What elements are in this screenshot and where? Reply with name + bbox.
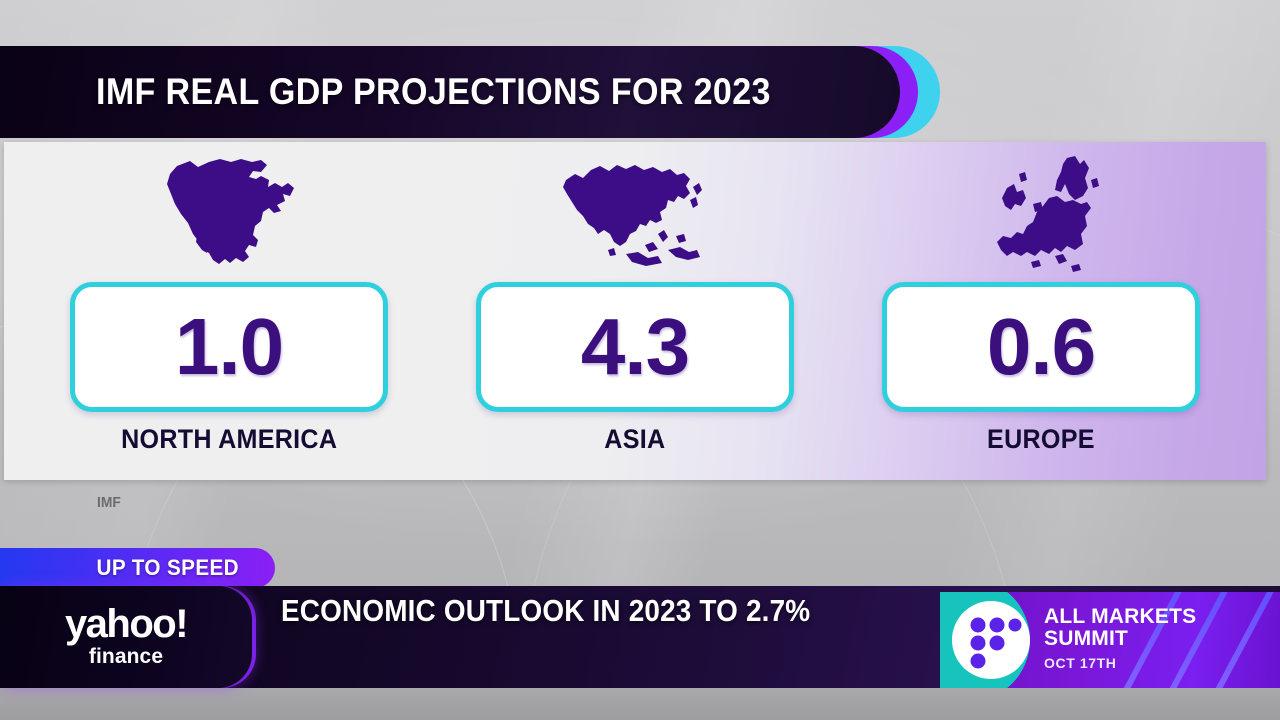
promo-date: OCT 17TH [1044,655,1117,672]
value-card-asia: 4.3 [476,282,794,412]
network-logo: yahoo! finance [0,586,252,688]
europe-map-icon [971,150,1111,278]
region-card-europe: 0.6 EUROPE [876,150,1206,455]
value-europe: 0.6 [986,302,1096,391]
promo-line-1: ALL MARKETS [1044,605,1197,628]
region-label-europe: EUROPE [987,424,1095,454]
segment-banner-label: UP TO SPEED [96,555,239,580]
region-card-asia: 4.3 ASIA [470,150,800,455]
source-attribution: IMF [97,494,121,511]
asia-map-icon [550,150,720,278]
region-label-north-america: NORTH AMERICA [120,424,338,454]
value-asia: 4.3 [580,302,690,391]
bottom-strip [0,688,1280,720]
region-card-north-america: 1.0 NORTH AMERICA [64,150,394,455]
promo-all-markets-summit[interactable]: ALL MARKETS SUMMIT OCT 17TH [940,592,1280,688]
value-card-europe: 0.6 [882,282,1200,412]
summit-dots-logo-icon [952,601,1030,679]
promo-line-2: SUMMIT [1044,627,1129,651]
yahoo-wordmark: yahoo! [64,602,189,646]
headline-panel [0,46,900,138]
region-label-asia: ASIA [604,424,666,454]
segment-banner: UP TO SPEED [0,548,275,588]
finance-wordmark: finance [88,645,164,668]
headline-bar: IMF REAL GDP PROJECTIONS FOR 2023 [0,46,940,138]
ticker-headline: ECONOMIC OUTLOOK IN 2023 TO 2.7% [281,593,811,628]
promo-text: ALL MARKETS SUMMIT OCT 17TH [1044,605,1197,672]
value-card-north-america: 1.0 [70,282,388,412]
gdp-projection-panel: 1.0 NORTH AMERICA [4,142,1266,480]
page-title: IMF REAL GDP PROJECTIONS FOR 2023 [96,71,771,112]
value-north-america: 1.0 [174,302,284,391]
north-america-map-icon [157,150,307,278]
